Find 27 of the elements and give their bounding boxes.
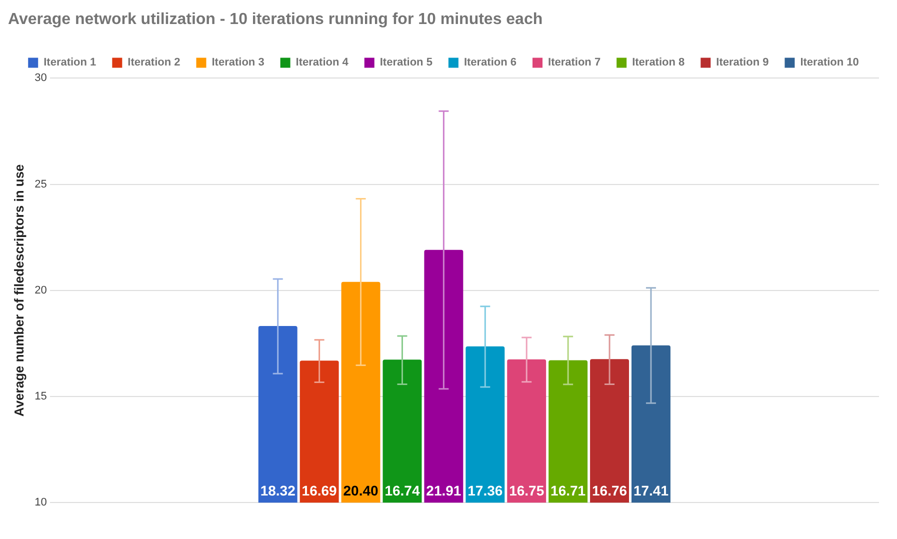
data-label: 17.36	[468, 482, 503, 498]
data-label: 18.32	[260, 482, 296, 498]
y-tick-label: 15	[34, 390, 47, 403]
legend-label: Iteration 8	[632, 56, 685, 69]
chart-title: Average network utilization - 10 iterations running for 10 minutes each	[8, 11, 543, 28]
data-label: 20.40	[343, 482, 378, 498]
legend-label: Iteration 4	[296, 56, 350, 69]
y-tick-label: 20	[34, 284, 47, 296]
legend-label: Iteration 1	[44, 56, 96, 69]
legend-label: Iteration 3	[212, 56, 264, 69]
legend-label: Iteration 6	[464, 56, 517, 69]
y-axis-title: Average number of filedescriptors in use	[11, 164, 26, 417]
data-label: 16.75	[509, 482, 544, 498]
legend-label: Iteration 9	[716, 56, 769, 69]
data-label: 16.69	[302, 482, 338, 498]
data-label: 16.71	[550, 482, 586, 498]
data-label: 17.41	[633, 482, 669, 498]
data-label: 16.76	[592, 482, 628, 498]
legend-label: Iteration 10	[800, 56, 859, 69]
y-tick-label: 25	[34, 178, 47, 190]
legend-label: Iteration 5	[380, 56, 432, 69]
data-label: 21.91	[426, 482, 462, 498]
legend-label: Iteration 7	[548, 56, 601, 69]
y-tick-label: 30	[34, 72, 47, 84]
legend-label: Iteration 2	[128, 56, 180, 69]
y-tick-label: 10	[34, 496, 47, 509]
data-label: 16.74	[384, 482, 420, 498]
